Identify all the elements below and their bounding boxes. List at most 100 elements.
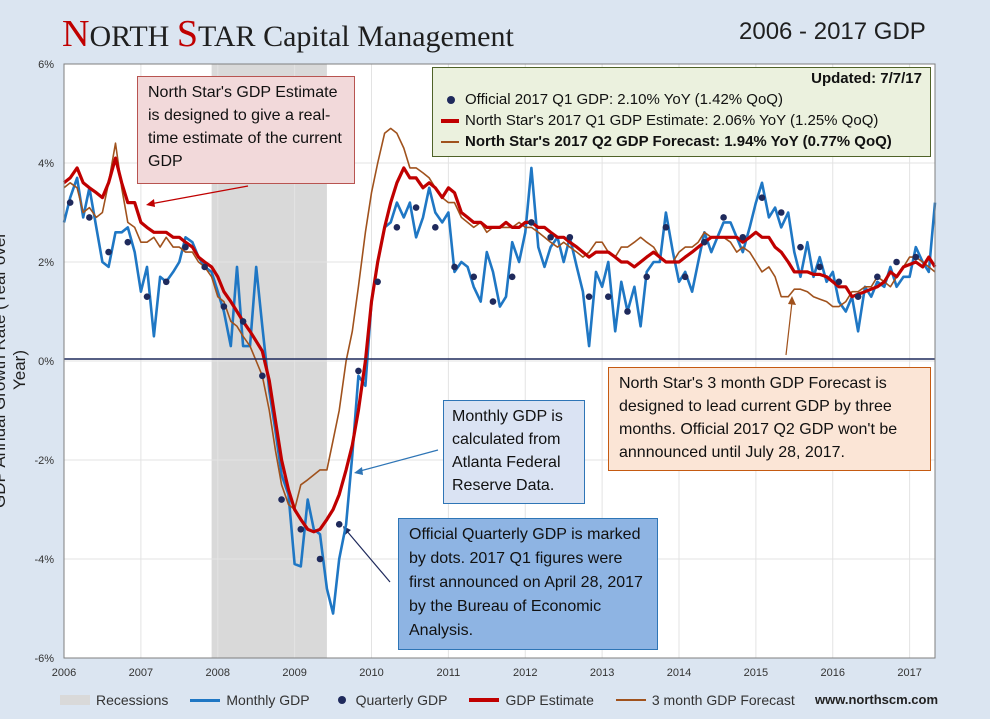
quarterly-gdp-point	[893, 258, 900, 266]
x-tick-label: 2014	[667, 667, 691, 679]
legend-estimate-label: GDP Estimate	[505, 692, 594, 708]
series-layer	[62, 127, 937, 615]
info-row-official: Official 2017 Q1 GDP: 2.10% YoY (1.42% Q…	[441, 89, 922, 110]
monthly-arrowhead	[354, 467, 363, 475]
y-tick-label: 2%	[38, 257, 54, 269]
y-tick-label: -2%	[34, 455, 54, 467]
quarterly-gdp-point	[201, 263, 208, 271]
quarterly-gdp-point	[681, 273, 689, 281]
quarterly-gdp-point	[874, 273, 881, 281]
quarterly-gdp-point	[720, 214, 727, 221]
legend-quarterly-label: Quarterly GDP	[355, 692, 448, 708]
info-estimate: North Star's 2017 Q1 GDP Estimate: 2.06%…	[465, 112, 879, 129]
brand-tar: TAR	[197, 20, 256, 53]
brand-title: NORTH STAR Capital Management	[62, 12, 514, 56]
quarterly-swatch-icon	[337, 696, 346, 704]
x-tick-label: 2015	[744, 667, 768, 679]
monthly-arrow	[359, 449, 439, 472]
y-axis-ticks: 6% 4% 2% 0% -2% -4% -6%	[34, 59, 54, 665]
monthly-gdp-line	[62, 166, 937, 615]
y-tick-label: 4%	[38, 158, 54, 170]
brand-s: S	[176, 13, 198, 55]
legend-recessions: Recessions	[60, 692, 168, 708]
legend-monthly-label: Monthly GDP	[226, 692, 310, 708]
quarterly-gdp-point	[854, 293, 862, 300]
x-tick-label: 2008	[206, 667, 230, 679]
x-tick-label: 2010	[359, 667, 383, 679]
quarterly-gdp-point	[297, 526, 305, 533]
quarterly-gdp-point	[162, 278, 170, 286]
quarterly-gdp-point	[662, 224, 670, 231]
monthly-note: Monthly GDP is calculated from Atlanta F…	[443, 400, 585, 504]
quarterly-gdp-point	[777, 209, 785, 216]
quarterly-gdp-point	[451, 263, 458, 271]
quarterly-gdp-point	[316, 555, 324, 563]
forecast-note: North Star's 3 month GDP Forecast is des…	[608, 367, 931, 471]
x-tick-label: 2006	[52, 667, 76, 679]
quarterly-gdp-point	[355, 367, 362, 375]
quarterly-gdp-point	[835, 278, 843, 286]
legend-estimate: GDP Estimate	[469, 692, 594, 708]
quarterly-gdp-point	[528, 219, 535, 226]
range-title: 2006 - 2017 GDP	[739, 18, 926, 45]
quarterly-gdp-point	[66, 199, 74, 206]
forecast-line-icon	[441, 137, 459, 147]
quarterly-gdp-point	[278, 496, 285, 503]
info-forecast: North Star's 2017 Q2 GDP Forecast: 1.94%…	[465, 133, 892, 150]
legend-monthly: Monthly GDP	[190, 692, 310, 708]
quarterly-gdp-point	[432, 224, 439, 231]
info-row-estimate: North Star's 2017 Q1 GDP Estimate: 2.06%…	[441, 110, 922, 131]
quarterly-gdp-point	[739, 233, 747, 241]
forecast-arrowhead	[788, 296, 796, 305]
quarterly-gdp-point	[124, 238, 132, 246]
x-tick-label: 2009	[282, 667, 306, 679]
quarterly-gdp-point	[412, 204, 420, 211]
y-axis-label: GDP Annual Growth Rate (Year over Year)	[0, 232, 29, 508]
quarterly-arrow	[345, 529, 391, 583]
estimate-swatch-icon	[469, 698, 500, 702]
y-tick-label: 0%	[38, 356, 54, 368]
legend: Recessions Monthly GDP Quarterly GDP GDP…	[60, 692, 817, 708]
monthly-swatch-icon	[190, 698, 221, 702]
quarterly-gdp-point	[86, 214, 93, 221]
quarterly-gdp-point	[624, 308, 631, 315]
gdp-estimate-line	[63, 156, 937, 534]
annotation-arrows	[146, 185, 796, 583]
quarterly-gdp-point	[585, 293, 593, 300]
quarterly-gdp-point	[643, 273, 651, 281]
x-tick-label: 2007	[129, 667, 153, 679]
quarterly-gdp-point	[239, 318, 247, 325]
quarterly-gdp-point	[912, 253, 920, 261]
quarterly-gdp-point	[143, 293, 151, 300]
quarterly-gdp-point	[220, 303, 228, 310]
quarterly-note: Official Quarterly GDP is marked by dots…	[398, 518, 658, 650]
estimate-arrow	[149, 185, 249, 205]
info-row-forecast: North Star's 2017 Q2 GDP Forecast: 1.94%…	[441, 131, 922, 152]
quarterly-gdp-point	[374, 278, 381, 286]
quarterly-gdp-point	[470, 273, 478, 281]
info-official: Official 2017 Q1 GDP: 2.10% YoY (1.42% Q…	[465, 91, 783, 108]
quarterly-gdp-point	[182, 243, 189, 251]
y-tick-label: -4%	[34, 554, 54, 566]
quarterly-dot-icon	[441, 95, 459, 105]
brand-n: N	[62, 13, 90, 55]
y-tick-label: -6%	[34, 653, 54, 665]
estimate-arrowhead	[146, 199, 155, 207]
x-tick-label: 2017	[897, 667, 921, 679]
quarterly-gdp-point	[816, 263, 823, 271]
website-link[interactable]: www.northscm.com	[815, 692, 939, 707]
quarterly-gdp-point	[508, 273, 516, 281]
estimate-note: North Star's GDP Estimate is designed to…	[137, 76, 355, 184]
x-tick-label: 2011	[437, 667, 461, 679]
legend-recessions-label: Recessions	[96, 692, 169, 708]
x-axis-ticks: 2006 2007 2008 2009 2010 2011 2012 2013 2014 2015…	[52, 667, 922, 679]
quarterly-gdp-point	[604, 293, 612, 300]
info-box: Updated: 7/7/17 Official 2017 Q1 GDP: 2.…	[432, 67, 931, 157]
x-tick-label: 2013	[590, 667, 614, 679]
quarterly-gdp-point	[758, 194, 766, 201]
plot-border	[63, 63, 936, 659]
estimate-line-icon	[441, 116, 459, 126]
quarterly-gdp-point	[393, 224, 401, 231]
quarterly-gdp-point	[105, 248, 112, 256]
quarterly-gdp-point	[701, 238, 708, 246]
